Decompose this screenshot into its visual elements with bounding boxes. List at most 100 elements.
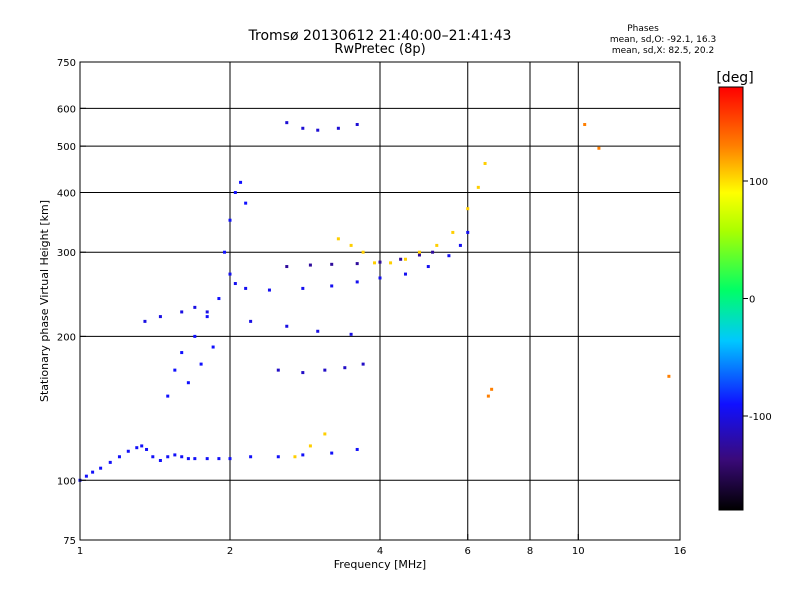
data-point (205, 310, 209, 314)
data-point (244, 286, 248, 290)
y-tick-label: 600 (57, 104, 76, 115)
data-point (211, 345, 215, 349)
data-point (403, 272, 407, 276)
data-point (597, 146, 601, 150)
data-point (205, 315, 209, 319)
data-point (158, 458, 162, 462)
data-point (355, 262, 359, 266)
y-tick-label: 750 (57, 58, 76, 69)
data-point (180, 455, 184, 459)
data-point (308, 263, 312, 267)
data-point (361, 362, 365, 366)
data-point (249, 455, 253, 459)
stats-heading: Phases (627, 24, 659, 34)
data-point (301, 371, 305, 375)
data-point (193, 305, 197, 309)
data-point (355, 123, 359, 127)
data-point (108, 460, 112, 464)
grid-lines (80, 62, 680, 540)
data-point (145, 447, 149, 451)
y-tick-label: 75 (63, 536, 76, 547)
data-point (293, 455, 297, 459)
data-point (583, 123, 587, 127)
x-tick-label: 6 (465, 546, 471, 557)
data-point (126, 449, 130, 453)
data-point (180, 351, 184, 355)
data-point (173, 453, 177, 457)
data-point (158, 315, 162, 319)
data-point (667, 374, 671, 378)
data-point (336, 126, 340, 130)
data-point (285, 324, 289, 328)
data-point (239, 180, 243, 184)
data-point (389, 261, 393, 265)
data-point (117, 455, 121, 459)
data-point (249, 319, 253, 323)
chart-title: Tromsø 20130612 21:40:00–21:41:43 (248, 28, 512, 44)
x-tick-label: 16 (674, 546, 687, 557)
data-point (301, 126, 305, 130)
data-point (373, 261, 377, 265)
data-point (233, 190, 237, 194)
colorbar-tick-label: 0 (749, 295, 755, 306)
y-tick-label: 500 (57, 142, 76, 153)
x-tick-label: 2 (227, 546, 233, 557)
data-point (330, 284, 334, 288)
colorbar-ticks: 100 0 -100 (743, 177, 772, 423)
x-tick-label: 8 (527, 546, 533, 557)
data-point (285, 265, 289, 269)
data-point (355, 280, 359, 284)
data-point (447, 254, 451, 258)
data-point (285, 121, 289, 125)
data-point (223, 250, 227, 254)
colorbar (718, 86, 744, 511)
data-point (186, 381, 190, 385)
data-point (451, 230, 455, 234)
data-point (343, 366, 347, 370)
data-point (323, 368, 327, 372)
data-point (199, 362, 203, 366)
x-axis-label: Frequency [MHz] (334, 558, 426, 571)
data-point (458, 243, 462, 247)
y-tick-label: 300 (57, 248, 76, 259)
data-point (91, 470, 95, 474)
data-point (99, 466, 103, 470)
data-point (355, 447, 359, 451)
data-point (435, 243, 439, 247)
data-point (316, 128, 320, 132)
data-point (228, 218, 232, 222)
colorbar-tick-label: 100 (749, 177, 768, 188)
data-point (228, 272, 232, 276)
y-axis-ticks: 75 100 200 300 400 500 600 750 (57, 58, 86, 547)
data-point (244, 201, 248, 205)
data-point (143, 319, 147, 323)
colorbar-tick-label: -100 (749, 412, 772, 423)
data-point (323, 432, 327, 436)
data-point (466, 230, 470, 234)
data-point (330, 262, 334, 266)
data-point (476, 185, 480, 189)
data-point (276, 368, 280, 372)
data-point (193, 457, 197, 461)
data-point (378, 276, 382, 280)
data-point (431, 250, 435, 254)
x-tick-label: 4 (377, 546, 383, 557)
data-point (417, 253, 421, 257)
data-point (217, 297, 221, 301)
data-point (84, 474, 88, 478)
data-point (316, 329, 320, 333)
data-point (301, 286, 305, 290)
x-tick-label: 10 (572, 546, 585, 557)
chart-subtitle: RwPretec (8p) (334, 42, 425, 57)
data-point (399, 257, 403, 261)
data-point (217, 457, 221, 461)
data-point (186, 457, 190, 461)
data-point (349, 243, 353, 247)
stats-o-mode: mean, sd,O: -92.1, 16.3 (610, 35, 716, 45)
data-point (483, 161, 487, 165)
data-point (301, 453, 305, 457)
data-point (330, 451, 334, 455)
data-point (205, 457, 209, 461)
data-point (180, 310, 184, 314)
y-tick-label: 200 (57, 332, 76, 343)
